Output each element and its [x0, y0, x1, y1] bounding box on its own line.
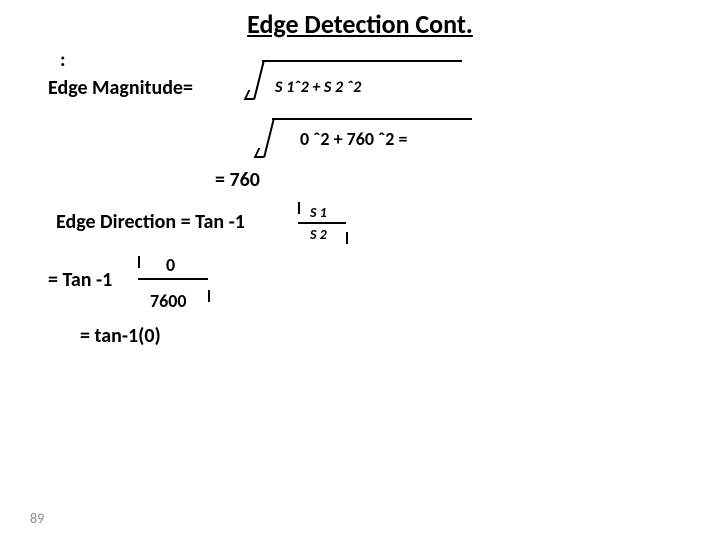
- frac-0-numerator: 0: [166, 254, 175, 276]
- frac-0-line: [138, 278, 208, 280]
- frac-s-line: [298, 222, 346, 224]
- radical-2-diagonal: [263, 118, 275, 157]
- radical-2-expression: 0 ˆ2 + 760 ˆ2 =: [300, 128, 407, 150]
- equals-760: = 760: [215, 168, 260, 192]
- frac-s-numerator: S 1: [310, 204, 327, 221]
- frac-0-left-tick: [138, 256, 140, 268]
- magnitude-label: Edge Magnitude=: [48, 76, 193, 100]
- equals-tan-zero: = tan-1(0): [80, 324, 161, 348]
- page-title: Edge Detection Cont.: [0, 8, 720, 40]
- frac-0-right-tick: [208, 290, 210, 302]
- frac-s-denominator: S 2: [310, 226, 327, 243]
- equals-tan: = Tan -1: [48, 268, 112, 292]
- page-number: 89: [30, 510, 44, 527]
- radical-1-expression: S 1ˆ2 + S 2 ˆ2: [275, 78, 361, 97]
- radical-2-bar: [272, 118, 472, 120]
- direction-label: Edge Direction = Tan -1: [56, 210, 245, 234]
- radical-1-diagonal: [253, 60, 265, 99]
- frac-s-right-tick: [346, 232, 348, 244]
- radical-1-bar: [262, 60, 462, 62]
- frac-s-left-tick: [298, 202, 300, 214]
- frac-0-denominator: 7600: [150, 290, 187, 312]
- colon-mark: :: [60, 48, 66, 72]
